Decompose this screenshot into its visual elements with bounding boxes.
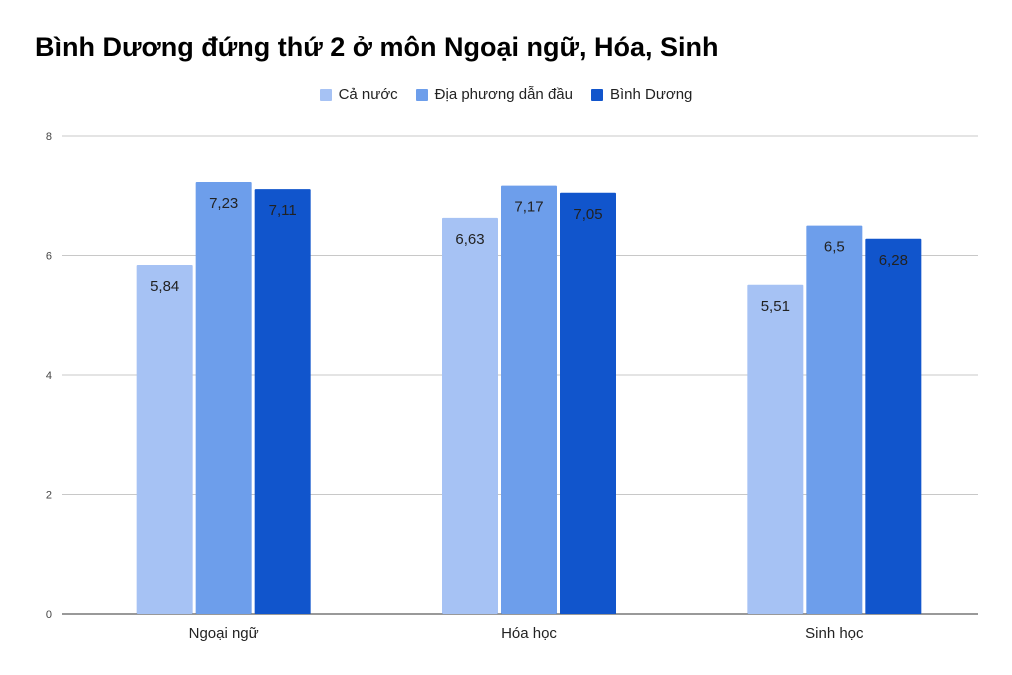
bar[interactable] xyxy=(806,225,863,614)
y-tick-label: 8 xyxy=(46,131,52,143)
legend-item-dia-phuong-dan-dau[interactable]: Địa phương dẫn đầu xyxy=(415,86,573,103)
legend-swatch-ca-nuoc xyxy=(319,88,332,101)
bar[interactable] xyxy=(560,192,616,614)
legend-label-dia-phuong-dan-dau: Địa phương dẫn đầu xyxy=(434,86,573,103)
y-tick-label: 4 xyxy=(46,370,52,382)
bar[interactable] xyxy=(865,238,922,614)
bar[interactable] xyxy=(501,185,557,614)
bar[interactable] xyxy=(442,217,498,615)
x-category-label: Hóa học xyxy=(501,625,557,642)
bar[interactable] xyxy=(136,265,193,614)
data-label: 6,5 xyxy=(824,239,845,256)
legend-item-binh-duong[interactable]: Bình Dương xyxy=(590,86,693,103)
data-label: 7,05 xyxy=(573,206,602,223)
y-tick-label: 0 xyxy=(46,609,52,621)
legend-item-ca-nuoc[interactable]: Cả nước xyxy=(319,86,398,103)
data-label: 5,51 xyxy=(761,298,790,315)
data-label: 6,28 xyxy=(879,252,908,269)
chart-title: Bình Dương đứng thứ 2 ở môn Ngoại ngữ, H… xyxy=(35,32,719,62)
legend-label-ca-nuoc: Cả nước xyxy=(338,86,398,103)
bar[interactable] xyxy=(747,284,804,614)
bar[interactable] xyxy=(195,182,252,614)
data-label: 7,23 xyxy=(209,195,238,212)
legend: Cả nước Địa phương dẫn đầu Bình Dương xyxy=(0,86,1012,103)
bar[interactable] xyxy=(254,189,311,615)
data-label: 6,63 xyxy=(455,231,484,248)
data-label: 5,84 xyxy=(150,278,179,295)
x-category-label: Sinh học xyxy=(805,625,864,642)
data-label: 7,11 xyxy=(269,202,297,219)
y-tick-label: 2 xyxy=(46,490,52,502)
legend-swatch-dia-phuong-dan-dau xyxy=(415,88,428,101)
legend-swatch-binh-duong xyxy=(590,88,603,101)
y-tick-label: 6 xyxy=(46,251,52,263)
x-category-label: Ngoại ngữ xyxy=(189,625,259,642)
data-label: 7,17 xyxy=(514,199,543,216)
legend-label-binh-duong: Bình Dương xyxy=(609,86,693,103)
